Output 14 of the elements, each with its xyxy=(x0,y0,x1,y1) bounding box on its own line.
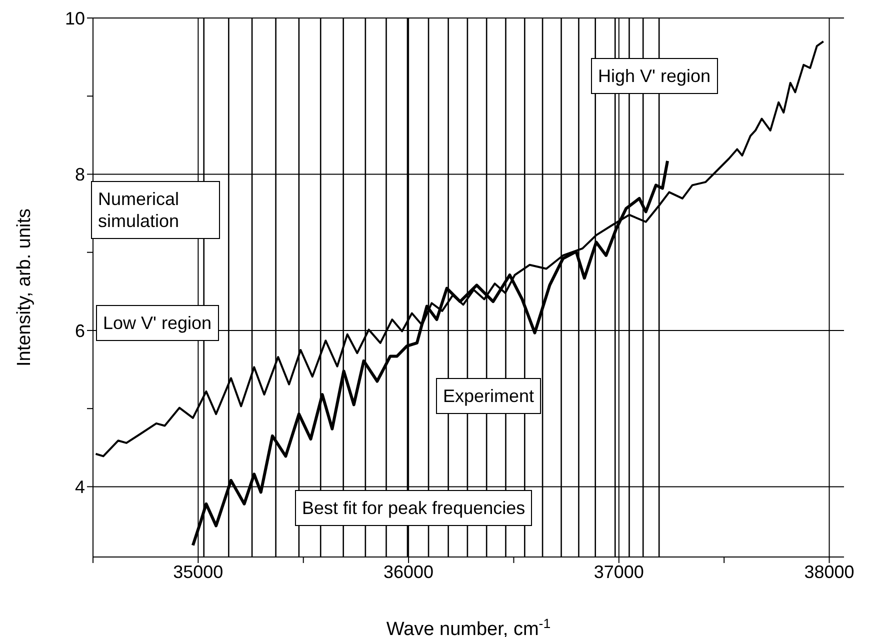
y-tick-label: 8 xyxy=(74,164,85,185)
text: Experiment xyxy=(436,378,542,414)
x-tick-label: 36000 xyxy=(384,562,434,582)
x-tick-label: 38000 xyxy=(804,562,854,582)
x-tick-label: 35000 xyxy=(173,562,224,582)
annotation: Low V' region xyxy=(96,305,219,341)
y-tick-label: 10 xyxy=(64,8,85,28)
x-tick-label: 37000 xyxy=(594,562,644,582)
y-tick-label: 4 xyxy=(74,477,85,498)
y-axis-title: Intensity, arb. units xyxy=(14,208,35,367)
annotation: High V' region xyxy=(591,58,718,94)
y-tick-label: 6 xyxy=(74,320,85,341)
annotation: Best fit for peak frequencies xyxy=(295,490,532,526)
text: Numerical simulation xyxy=(91,181,220,239)
